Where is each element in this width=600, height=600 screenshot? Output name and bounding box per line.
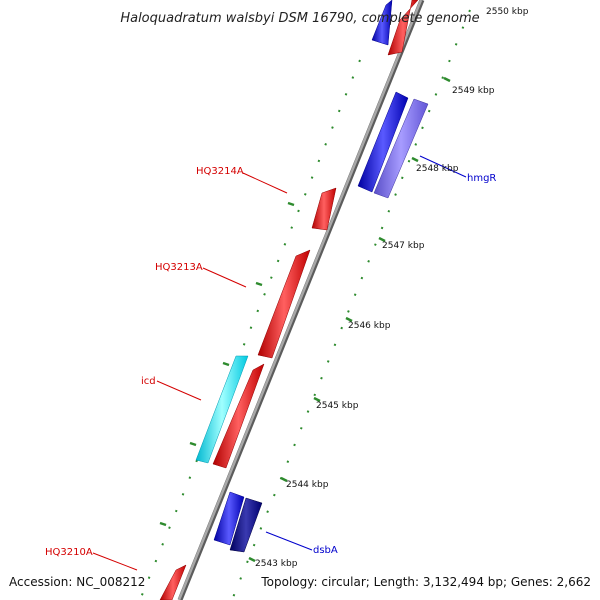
- genome-backbone: [177, 0, 423, 600]
- scale-label-2550: 2550 kbp: [486, 7, 529, 17]
- gene-icd[interactable]: [195, 355, 249, 464]
- leader-hq3210a: [92, 552, 138, 571]
- leader-dsba: [265, 531, 313, 551]
- scale-label-2548: 2548 kbp: [416, 164, 459, 174]
- gene-label-hq3210a[interactable]: HQ3210A: [45, 547, 93, 558]
- gene-dsba[interactable]: [229, 497, 263, 553]
- gene-hq3210a[interactable]: [159, 564, 187, 600]
- gene-label-dsba[interactable]: dsbA: [313, 545, 338, 556]
- scale-label-2549: 2549 kbp: [452, 86, 495, 96]
- accession-text: Accession: NC_008212: [9, 575, 145, 589]
- leader-hq3213a: [202, 267, 247, 288]
- gene-label-hq3213a[interactable]: HQ3213A: [155, 262, 203, 273]
- gene-label-icd[interactable]: icd: [141, 376, 156, 387]
- leader-icd: [156, 380, 202, 401]
- gene-label-hq3214a[interactable]: HQ3214A: [196, 166, 244, 177]
- gene-hmgr-left[interactable]: [357, 91, 409, 193]
- scale-ticks: [159, 76, 451, 563]
- map-title: Haloquadratum walsbyi DSM 16790, complet…: [120, 11, 479, 26]
- leader-hmgr: [419, 155, 467, 178]
- gene-hq3213a[interactable]: [257, 249, 311, 359]
- scale-label-2545: 2545 kbp: [316, 401, 359, 411]
- leader-hq3214a: [242, 172, 288, 194]
- gene-top-red[interactable]: [387, 0, 419, 56]
- scale-label-2544: 2544 kbp: [286, 480, 329, 490]
- scale-label-2543: 2543 kbp: [255, 559, 298, 569]
- topology-text: Topology: circular; Length: 3,132,494 bp…: [260, 575, 591, 589]
- gene-top-blue[interactable]: [371, 0, 393, 46]
- gene-hmgr[interactable]: [373, 98, 429, 199]
- scale-label-2546: 2546 kbp: [348, 321, 391, 331]
- gene-hq3214a[interactable]: [311, 187, 337, 231]
- gene-label-hmgr[interactable]: hmgR: [467, 173, 496, 184]
- gene-hq3212[interactable]: [212, 363, 265, 469]
- outer-dotted-track: [231, 9, 471, 600]
- scale-label-2547: 2547 kbp: [382, 241, 425, 251]
- gene-dsba-left[interactable]: [213, 491, 245, 546]
